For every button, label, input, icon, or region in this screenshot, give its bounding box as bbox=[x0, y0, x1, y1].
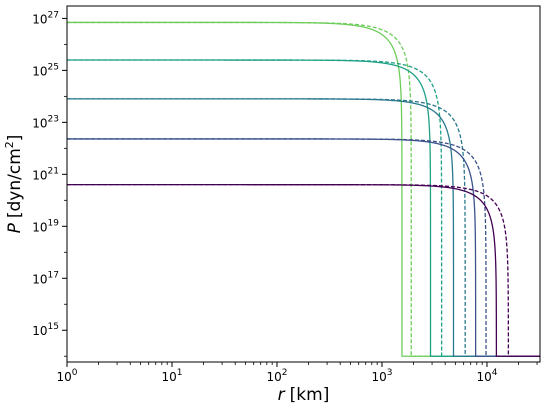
series-line-8 bbox=[67, 184, 540, 357]
y-tick-label-3: 1021 bbox=[32, 166, 59, 182]
plot-frame bbox=[66, 5, 541, 363]
y-axis-label: P[dyn/cm2] bbox=[3, 135, 25, 234]
y-tick-label-6: 1027 bbox=[32, 10, 59, 26]
y-tick-label-1: 1017 bbox=[32, 270, 59, 286]
x-tick-label-0: 100 bbox=[56, 368, 77, 384]
series-line-5 bbox=[67, 98, 540, 357]
x-tick-label-4: 104 bbox=[476, 368, 497, 384]
series-line-6 bbox=[67, 138, 540, 357]
y-tick-label-4: 1023 bbox=[32, 114, 59, 130]
series-layer bbox=[67, 21, 540, 357]
x-axis-label: r [km] bbox=[278, 385, 330, 405]
y-tick-label-0: 1015 bbox=[32, 322, 59, 338]
series-line-9 bbox=[67, 184, 540, 357]
series-line-4 bbox=[67, 98, 540, 357]
x-tick-label-3: 103 bbox=[371, 368, 392, 384]
series-line-7 bbox=[67, 138, 540, 357]
y-tick-label-2: 1019 bbox=[32, 218, 59, 234]
x-tick-label-1: 101 bbox=[161, 368, 182, 384]
series-line-3 bbox=[67, 59, 540, 357]
series-line-2 bbox=[67, 59, 540, 357]
x-tick-label-2: 102 bbox=[266, 368, 287, 384]
series-line-1 bbox=[67, 21, 540, 357]
y-tick-label-5: 1025 bbox=[32, 62, 59, 78]
ticks-layer: 100 101 102 103 104 1015 1017 1019 1021 1023 1025 1… bbox=[32, 10, 538, 384]
